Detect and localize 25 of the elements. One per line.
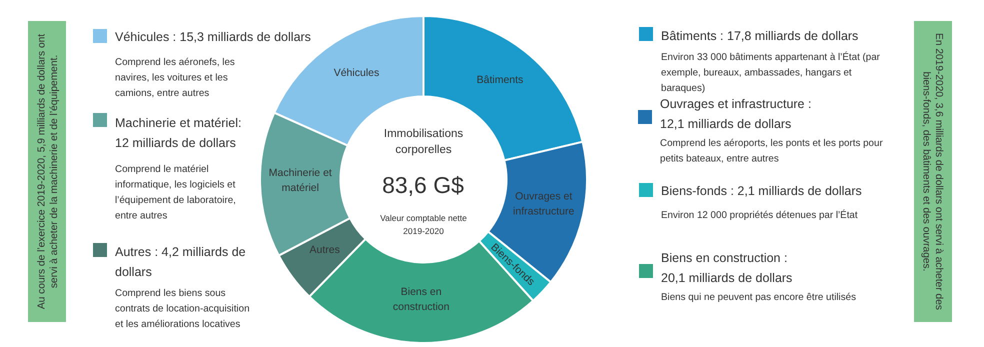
text: Valeur comptable nette 2019-2020 xyxy=(380,213,468,236)
text: Biens-fonds : 2,1 milliards de dollars xyxy=(661,184,862,198)
text: Biens qui ne peuvent pas encore être utilisés xyxy=(661,292,856,303)
text: Immobilisations corporelles xyxy=(384,128,464,156)
text: Comprend les aéroports, les ponts et les ports pour petits bateaux, entre autres xyxy=(660,138,884,164)
slice-label: Autres xyxy=(310,244,340,256)
text: Bâtiments : 17,8 milliards de dollars xyxy=(661,29,858,43)
slice-label: Machinerie et matériel xyxy=(268,166,332,194)
slice-label: Véhicules xyxy=(334,67,380,80)
text: Comprend les biens sous contrats de location-acquisition et les améliorations locatives xyxy=(115,288,250,330)
text: Comprend les aéronefs, les navires, les voitures et les camions, entre autres xyxy=(115,57,235,99)
text: Ouvrages et infrastructure : 12,1 milliards de dollars xyxy=(660,97,812,131)
text: Autres : 4,2 milliards de dollars xyxy=(115,245,246,279)
text: Comprend le matériel informatique, les logiciels et l’équipement de laboratoire, entre autres xyxy=(115,164,236,222)
text: Biens en construction : 20,1 milliards de dollars xyxy=(661,251,792,285)
text: Environ 33 000 bâtiments appartenant à l’État (par exemple, bureaux, ambassades, hangars et baraques) xyxy=(661,51,881,94)
slice-label: Biens en construction xyxy=(392,286,450,314)
text: Machinerie et matériel: 12 milliards de dollars xyxy=(115,116,242,150)
slice-label: Bâtiments xyxy=(476,74,524,86)
text: Environ 12 000 propriétés détenues par l’État xyxy=(661,209,858,221)
text: Au cours de l’exercice 2019-2020, 5,9 milliards de dollars ont servi à acheter de la machinerie et de l’équipement. xyxy=(36,34,60,310)
text: 83,6 G$ xyxy=(382,172,464,198)
slice-label: Ouvrages et infrastructure xyxy=(513,190,574,218)
text: Véhicules : 15,3 milliards de dollars xyxy=(115,30,311,44)
text: En 2019-2020, 3,6 milliards de dollars ont servi à acheter des biens-fonds, des bâtiments et des ouvrages. xyxy=(920,33,944,310)
